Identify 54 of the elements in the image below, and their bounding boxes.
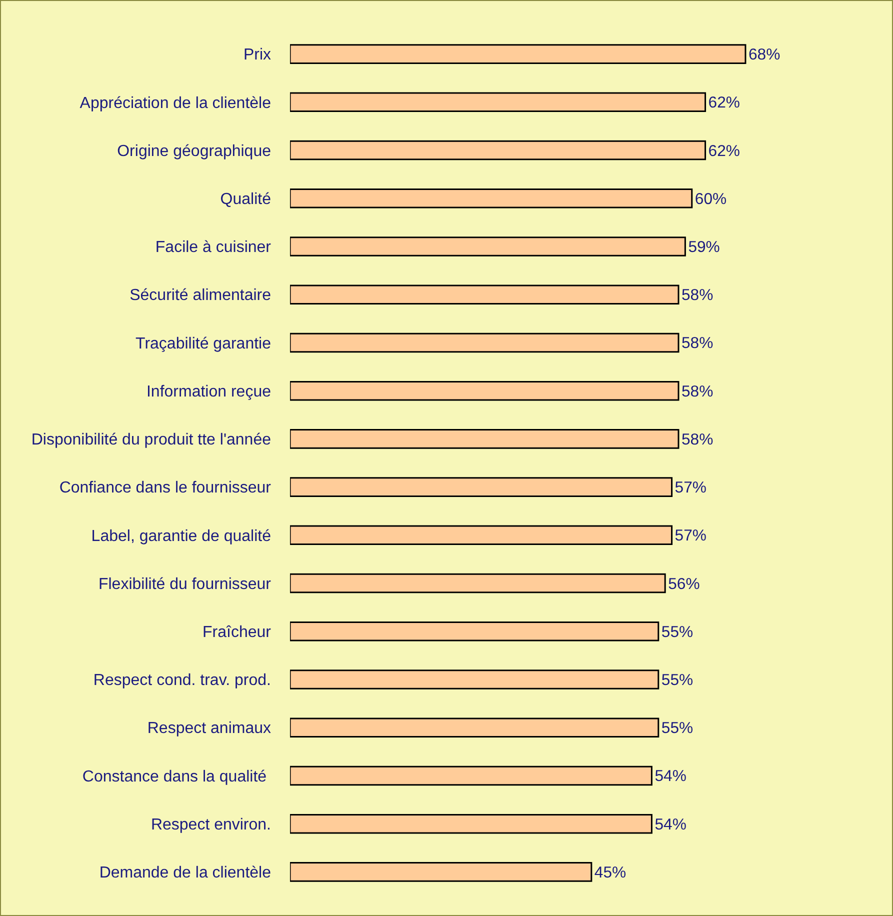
y-tick-label: Demande de la clientèle (99, 864, 272, 882)
bar (290, 622, 660, 642)
y-tick-label: Label, garantie de qualité (91, 528, 272, 545)
y-tick-label: Prix (243, 46, 271, 64)
bar (290, 573, 666, 594)
data-label: 55% (661, 720, 694, 738)
bar (290, 92, 706, 112)
bar (290, 766, 652, 786)
y-tick-label: Traçabilité garantie (136, 335, 272, 352)
data-label: 57% (674, 528, 706, 545)
data-label: 58% (682, 383, 714, 400)
bar (290, 477, 673, 497)
bar (290, 332, 680, 353)
bar (290, 718, 660, 738)
y-tick-label: Confiance dans le fournisseur (59, 480, 272, 497)
bar (290, 670, 660, 690)
y-tick-label: Qualité (220, 190, 272, 208)
data-label: 62% (708, 94, 740, 112)
y-tick-label: Disponibilité du produit tte l'année (31, 432, 272, 449)
y-tick-label: Respect environ. (150, 816, 271, 834)
data-label: 62% (708, 142, 740, 160)
data-label: 55% (661, 624, 694, 641)
data-label: 58% (682, 335, 714, 352)
bar (290, 188, 693, 208)
data-label: 58% (682, 287, 714, 304)
data-label: 68% (748, 46, 780, 64)
data-label: 54% (654, 816, 686, 834)
bar (290, 814, 652, 834)
y-tick-label: Origine géographique (117, 142, 272, 160)
bar (290, 284, 680, 304)
y-tick-label: Respect cond. trav. prod. (93, 672, 271, 690)
y-tick-label: Information reçue (146, 383, 272, 400)
y-tick-label: Sécurité alimentaire (130, 287, 272, 304)
data-label: 55% (661, 672, 694, 689)
y-tick-label: Fraîcheur (202, 624, 272, 641)
data-label: 58% (681, 431, 714, 448)
data-label: 59% (688, 238, 720, 256)
bar (290, 236, 686, 256)
bar (290, 380, 680, 401)
bar (290, 525, 673, 546)
y-tick-label: Flexibilité du fournisseur (98, 576, 272, 593)
y-tick-label: Respect animaux (147, 720, 271, 738)
data-label: 45% (594, 864, 626, 882)
y-tick-label: Facile à cuisiner (155, 239, 272, 256)
data-label: 60% (694, 190, 727, 208)
data-label: 54% (654, 768, 686, 786)
data-label: 57% (674, 480, 707, 497)
y-tick-label: Constance dans la qualité (82, 768, 271, 786)
y-tick-label: Appréciation de la clientèle (80, 94, 272, 112)
bar (290, 140, 706, 160)
bar (290, 862, 592, 882)
data-label: 56% (668, 576, 700, 593)
bar (290, 44, 746, 64)
bar (290, 429, 680, 449)
